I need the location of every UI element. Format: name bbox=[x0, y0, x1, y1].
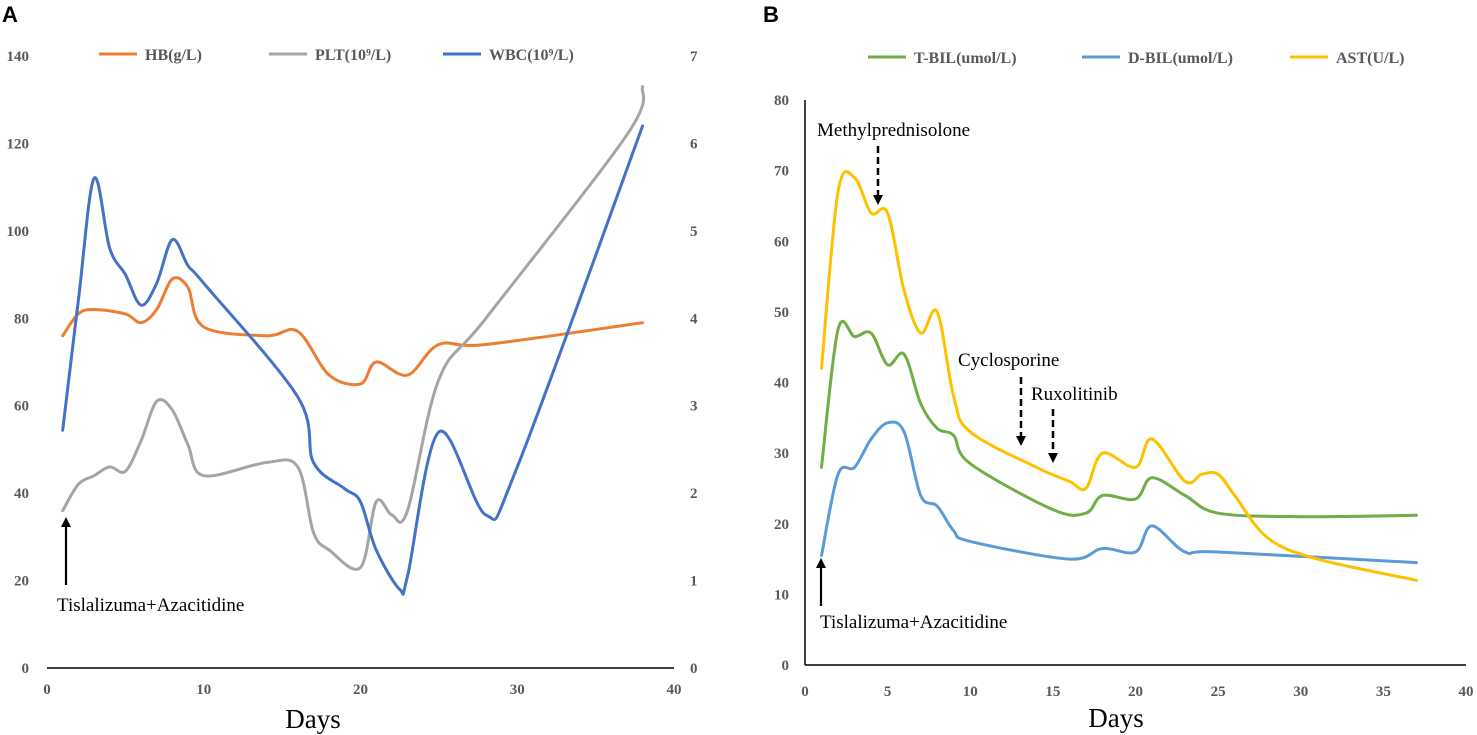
panel-b-letter: B bbox=[763, 2, 779, 27]
panel-b-series-d-bil-umol-l bbox=[820, 420, 1418, 565]
panel-b-x-label: Days bbox=[1088, 703, 1144, 733]
panel-a-series bbox=[61, 85, 646, 596]
panel-b-y-tick-20: 20 bbox=[774, 517, 789, 533]
panel-a-left-y-tick-100: 100 bbox=[7, 224, 30, 240]
panel-a-x-tick-20: 20 bbox=[353, 682, 368, 698]
panel-a-right-y-tick-1: 1 bbox=[690, 574, 698, 590]
panel-a-series-wbc-10-l bbox=[61, 124, 645, 596]
panel-b-series-t-bil-umol-l bbox=[820, 319, 1418, 519]
panel-b-annotation-methylprednisolone: Methylprednisolone bbox=[817, 120, 970, 205]
panel-b-annotation-ruxolitinib: Ruxolitinib bbox=[1031, 384, 1118, 463]
panel-a-legend: HB(g/L) PLT(10⁹/L) WBC(10⁹/L) bbox=[99, 47, 574, 64]
panel-a-right-y-tick-6: 6 bbox=[690, 136, 698, 152]
panel-a-series-hb-g-l bbox=[61, 276, 645, 387]
panel-a-legend-label-plt-10-l: PLT(10⁹/L) bbox=[315, 47, 391, 64]
panel-a-legend-item-hb-g-l: HB(g/L) bbox=[99, 47, 202, 64]
panel-b-legend-label-ast-u-l: AST(U/L) bbox=[1336, 50, 1404, 67]
panel-a-annotation-text: Tislalizuma+Azacitidine bbox=[57, 595, 244, 616]
panel-b-y-tick-0: 0 bbox=[782, 658, 790, 674]
panel-a-legend-item-plt-10-l: PLT(10⁹/L) bbox=[269, 47, 391, 64]
panel-a-right-y-tick-5: 5 bbox=[690, 224, 698, 240]
panel-a-left-y-ticks: 0 20 40 60 80 100 120 140 bbox=[7, 49, 30, 677]
panel-b-annotation-cyclosporine-text: Cyclosporine bbox=[958, 350, 1059, 371]
panel-b-series-ast-u-l bbox=[820, 170, 1418, 582]
panel-b-legend-item-ast-u-l: AST(U/L) bbox=[1290, 50, 1404, 67]
panel-a-left-y-tick-0: 0 bbox=[22, 661, 30, 677]
panel-a-left-y-tick-20: 20 bbox=[14, 574, 29, 590]
panel-b-legend-item-t-bil-umol-l: T-BIL(umol/L) bbox=[868, 50, 1017, 67]
panel-b-x-ticks: 0 5 10 15 20 25 30 35 40 bbox=[801, 684, 1473, 700]
panel-a-x-tick-10: 10 bbox=[196, 682, 211, 698]
panel-b-annotation-methylprednisolone-text: Methylprednisolone bbox=[817, 120, 970, 141]
panel-b-annotation-tislalizuma: Tislalizuma+Azacitidine bbox=[816, 558, 1007, 633]
panel-a-series-plt-10-l bbox=[61, 85, 646, 571]
panel-a-x-ticks: 0 10 20 30 40 bbox=[43, 682, 681, 698]
panel-b-legend-item-d-bil-umol-l: D-BIL(umol/L) bbox=[1082, 50, 1233, 67]
panel-a-right-y-tick-3: 3 bbox=[690, 399, 698, 415]
panel-a-x-tick-0: 0 bbox=[43, 682, 51, 698]
panel-b-annotation-tislalizuma-text: Tislalizuma+Azacitidine bbox=[820, 612, 1007, 633]
panel-a-legend-label-hb-g-l: HB(g/L) bbox=[145, 47, 202, 64]
panel-b-x-tick-35: 35 bbox=[1376, 684, 1391, 700]
panel-a-legend-item-wbc-10-l: WBC(10⁹/L) bbox=[443, 47, 574, 64]
panel-a-annotation-tislalizuma: Tislalizuma+Azacitidine bbox=[57, 517, 244, 616]
panel-b-y-tick-30: 30 bbox=[774, 446, 789, 462]
panel-b-x-tick-10: 10 bbox=[963, 684, 978, 700]
panel-b-y-ticks: 0 10 20 30 40 50 60 70 80 bbox=[774, 93, 789, 674]
panel-a-right-y-ticks: 0 1 2 3 4 5 6 7 bbox=[690, 49, 698, 677]
panel-b-series bbox=[820, 170, 1418, 582]
panel-a-legend-label-wbc-10-l: WBC(10⁹/L) bbox=[489, 47, 574, 64]
panel-a-left-y-tick-80: 80 bbox=[14, 311, 29, 327]
panel-b: B T-BIL(umol/L) D-BIL(umol/L) AST(U/L) 0 5 1… bbox=[763, 2, 1474, 733]
panel-a-right-y-tick-7: 7 bbox=[690, 49, 698, 65]
panel-b-x-tick-5: 5 bbox=[884, 684, 892, 700]
panel-b-x-tick-0: 0 bbox=[801, 684, 809, 700]
panel-b-annotation-cyclosporine: Cyclosporine bbox=[958, 350, 1059, 446]
panel-a-left-y-tick-40: 40 bbox=[14, 486, 29, 502]
panel-a-right-y-tick-4: 4 bbox=[690, 311, 698, 327]
panel-a-x-tick-40: 40 bbox=[667, 682, 682, 698]
panel-a-x-tick-30: 30 bbox=[510, 682, 525, 698]
panel-b-y-tick-40: 40 bbox=[774, 376, 789, 392]
panel-a-left-y-tick-60: 60 bbox=[14, 399, 29, 415]
panel-b-annotation-ruxolitinib-text: Ruxolitinib bbox=[1031, 384, 1118, 405]
panel-a-right-y-tick-2: 2 bbox=[690, 486, 698, 502]
panel-b-legend-label-d-bil-umol-l: D-BIL(umol/L) bbox=[1128, 50, 1233, 67]
panel-a: A HB(g/L) PLT(10⁹/L) WBC(10⁹/L) 0 10 20 30 40 … bbox=[2, 2, 698, 734]
panel-a-left-y-tick-140: 140 bbox=[7, 49, 30, 65]
panel-b-x-tick-20: 20 bbox=[1128, 684, 1143, 700]
panel-a-x-label: Days bbox=[285, 704, 341, 734]
panel-b-legend-label-t-bil-umol-l: T-BIL(umol/L) bbox=[914, 50, 1017, 67]
panel-b-x-tick-40: 40 bbox=[1459, 684, 1474, 700]
panel-b-x-tick-15: 15 bbox=[1045, 684, 1060, 700]
panel-a-letter: A bbox=[2, 2, 18, 27]
panel-b-y-tick-10: 10 bbox=[774, 587, 789, 603]
panel-a-left-y-tick-120: 120 bbox=[7, 136, 30, 152]
panel-b-x-tick-30: 30 bbox=[1293, 684, 1308, 700]
panel-b-y-tick-80: 80 bbox=[774, 93, 789, 109]
panel-b-legend: T-BIL(umol/L) D-BIL(umol/L) AST(U/L) bbox=[868, 50, 1404, 67]
panel-b-x-tick-25: 25 bbox=[1211, 684, 1226, 700]
panel-b-y-tick-70: 70 bbox=[774, 164, 789, 180]
panel-a-right-y-tick-0: 0 bbox=[690, 661, 698, 677]
panel-b-y-tick-50: 50 bbox=[774, 305, 789, 321]
panel-b-y-tick-60: 60 bbox=[774, 234, 789, 250]
